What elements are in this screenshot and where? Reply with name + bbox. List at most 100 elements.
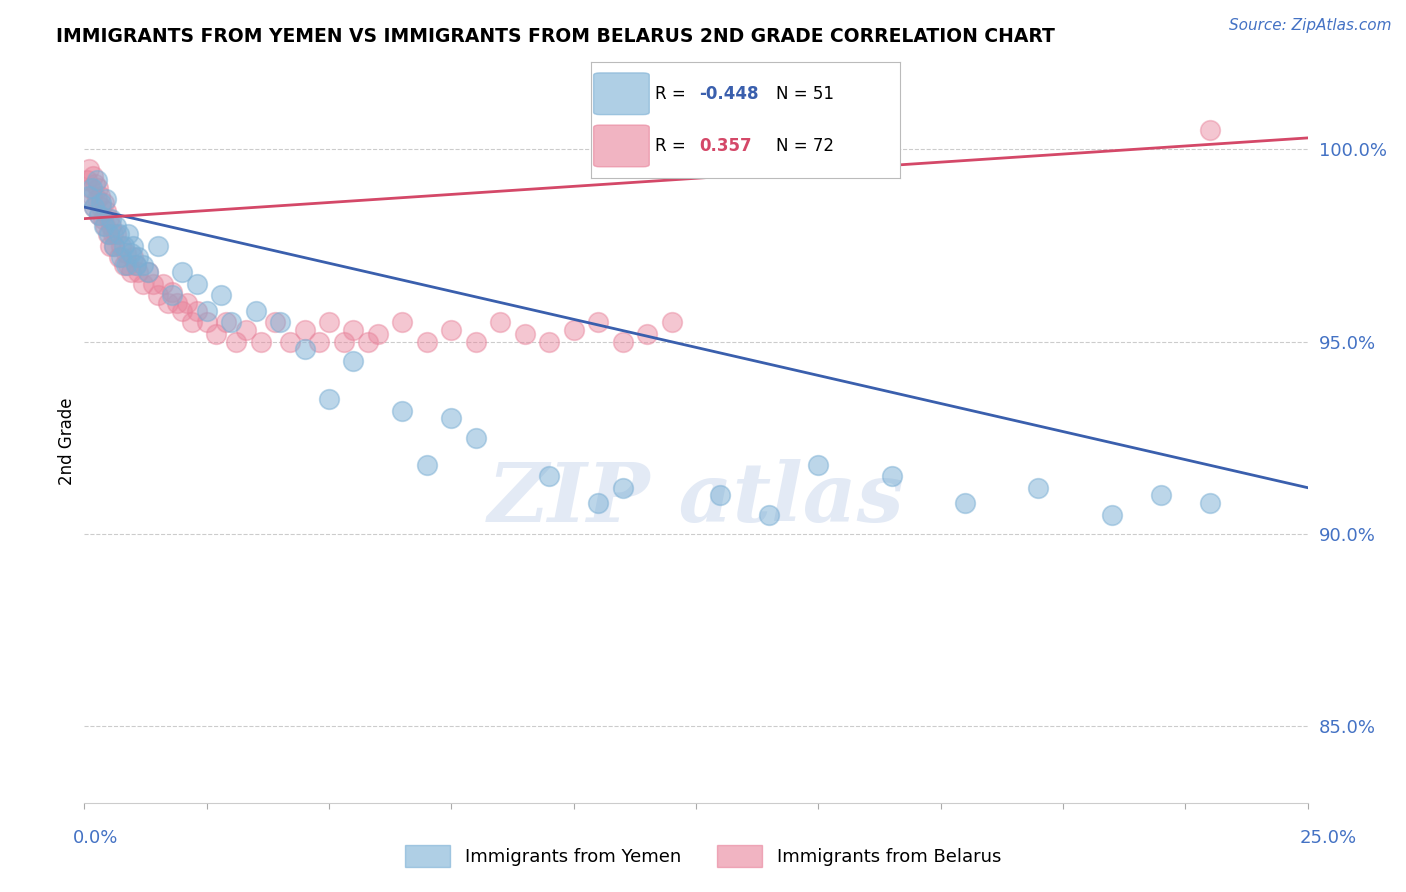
Point [318, 315, 340, 329]
Point [97, 227, 120, 241]
Text: R =: R = [655, 137, 697, 155]
Point [112, 238, 135, 252]
Point [87, 181, 110, 195]
Point [440, 323, 463, 337]
Point [100, 219, 122, 234]
Point [79, 181, 101, 195]
Point [136, 265, 159, 279]
Point [235, 323, 257, 337]
Point [115, 258, 138, 272]
Text: ZIP atlas: ZIP atlas [488, 459, 904, 540]
Point [391, 404, 413, 418]
FancyBboxPatch shape [593, 73, 650, 114]
Point [82, 169, 104, 184]
Point [1198, 123, 1220, 137]
Point [249, 334, 271, 349]
Point [146, 238, 169, 252]
Point [464, 431, 486, 445]
Point [103, 238, 125, 252]
Point [612, 481, 634, 495]
Point [87, 208, 110, 222]
Point [142, 277, 165, 291]
Point [205, 326, 228, 341]
Point [342, 323, 364, 337]
Point [367, 326, 389, 341]
Point [195, 315, 218, 329]
Point [586, 315, 609, 329]
Point [122, 250, 145, 264]
Text: R =: R = [655, 85, 692, 103]
Y-axis label: 2nd Grade: 2nd Grade [58, 398, 76, 485]
Point [269, 315, 291, 329]
Point [758, 508, 780, 522]
Point [77, 161, 100, 176]
Point [93, 196, 115, 211]
Point [136, 265, 159, 279]
Point [90, 200, 112, 214]
Point [440, 411, 463, 425]
Point [636, 326, 658, 341]
Point [105, 227, 128, 241]
Text: IMMIGRANTS FROM YEMEN VS IMMIGRANTS FROM BELARUS 2ND GRADE CORRELATION CHART: IMMIGRANTS FROM YEMEN VS IMMIGRANTS FROM… [56, 27, 1054, 45]
Point [132, 258, 155, 272]
Point [308, 334, 330, 349]
Text: N = 51: N = 51 [776, 85, 834, 103]
Point [97, 211, 120, 226]
Point [107, 227, 129, 241]
Point [172, 304, 194, 318]
Point [120, 246, 142, 260]
Point [538, 469, 561, 483]
Point [84, 177, 107, 191]
Text: 25.0%: 25.0% [1301, 829, 1357, 847]
Text: N = 72: N = 72 [776, 137, 834, 155]
Point [538, 334, 561, 349]
Point [245, 304, 267, 318]
Point [709, 488, 731, 502]
Point [146, 288, 169, 302]
Point [156, 296, 179, 310]
Point [294, 323, 316, 337]
Point [115, 246, 138, 260]
Point [86, 173, 108, 187]
Point [1101, 508, 1123, 522]
Point [80, 188, 103, 202]
Text: 0.0%: 0.0% [73, 829, 118, 847]
Point [661, 315, 683, 329]
Point [117, 227, 139, 241]
Point [318, 392, 340, 407]
Point [101, 227, 124, 241]
Point [176, 296, 198, 310]
Point [152, 277, 174, 291]
Point [107, 250, 129, 264]
Point [110, 238, 132, 252]
Point [117, 258, 139, 272]
Point [278, 334, 301, 349]
Point [127, 265, 149, 279]
Point [77, 188, 100, 202]
Legend: Immigrants from Yemen, Immigrants from Belarus: Immigrants from Yemen, Immigrants from B… [398, 838, 1008, 874]
Point [80, 181, 103, 195]
Point [215, 315, 238, 329]
Point [186, 304, 208, 318]
Point [93, 219, 115, 234]
Point [807, 458, 830, 472]
Point [94, 219, 117, 234]
Point [416, 458, 439, 472]
Point [209, 288, 232, 302]
Point [96, 193, 118, 207]
Point [83, 200, 105, 214]
Point [120, 265, 142, 279]
Point [219, 315, 242, 329]
Point [100, 211, 122, 226]
Point [391, 315, 413, 329]
Point [513, 326, 536, 341]
Point [96, 203, 118, 218]
Point [86, 193, 108, 207]
Point [89, 188, 111, 202]
Point [562, 323, 585, 337]
Point [1150, 488, 1173, 502]
Point [103, 238, 125, 252]
Point [162, 285, 184, 299]
Text: 0.357: 0.357 [699, 137, 751, 155]
Point [122, 238, 145, 252]
